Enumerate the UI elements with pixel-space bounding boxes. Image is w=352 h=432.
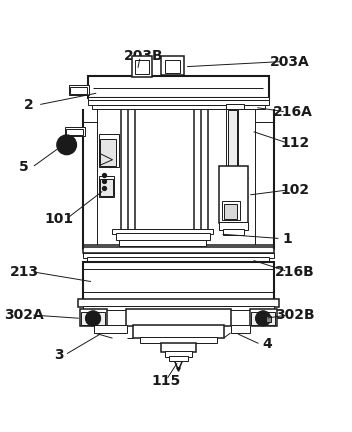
Bar (88, 257, 269, 262)
Bar (223, 229, 244, 235)
Bar (83, 245, 274, 249)
Bar (226, 104, 244, 109)
Bar (81, 312, 105, 325)
Bar (99, 176, 114, 197)
Bar (66, 129, 83, 135)
Bar (219, 222, 248, 230)
Circle shape (61, 139, 72, 150)
Bar (64, 127, 85, 136)
Bar (250, 309, 277, 326)
Text: 216B: 216B (275, 264, 315, 279)
Text: 102: 102 (280, 183, 309, 197)
Text: 4: 4 (262, 337, 272, 352)
Bar (231, 325, 250, 333)
Bar (69, 85, 89, 95)
Bar (80, 309, 107, 326)
Bar (135, 60, 149, 74)
Text: 203A: 203A (270, 54, 309, 69)
Text: 1: 1 (283, 232, 293, 245)
Bar (88, 100, 269, 105)
Bar (78, 299, 279, 307)
Text: 302A: 302A (4, 308, 44, 322)
Bar (83, 306, 274, 311)
Bar (88, 97, 269, 101)
Bar (266, 316, 271, 321)
Bar (251, 312, 275, 325)
Bar (224, 203, 238, 219)
Circle shape (89, 314, 97, 323)
Bar (161, 343, 196, 352)
Bar (100, 178, 113, 196)
Text: 213: 213 (10, 264, 38, 279)
Bar (83, 253, 274, 257)
Bar (228, 111, 237, 166)
Text: 3: 3 (54, 348, 63, 362)
Text: 302B: 302B (275, 308, 315, 322)
Bar (70, 86, 88, 94)
Bar (83, 247, 274, 254)
Circle shape (256, 311, 271, 326)
Bar (222, 201, 239, 220)
Bar (94, 325, 127, 333)
Circle shape (57, 135, 76, 155)
Bar (133, 325, 224, 338)
Bar (126, 309, 231, 326)
Bar (132, 56, 152, 77)
Bar (99, 134, 119, 168)
Text: 203B: 203B (124, 49, 164, 64)
Text: 5: 5 (19, 160, 29, 175)
Bar (83, 262, 274, 300)
Bar (100, 139, 116, 166)
Text: 216A: 216A (273, 105, 313, 119)
Bar (119, 240, 206, 245)
Bar (164, 60, 180, 73)
Bar (116, 233, 210, 240)
Text: 115: 115 (152, 374, 181, 388)
Text: 2: 2 (24, 98, 34, 112)
Circle shape (259, 314, 267, 323)
Bar (161, 56, 184, 76)
Bar (165, 351, 191, 357)
Bar (140, 337, 216, 343)
Text: 112: 112 (280, 136, 309, 150)
Bar (226, 109, 239, 168)
Bar (113, 229, 213, 234)
Bar (169, 356, 188, 361)
Circle shape (86, 311, 101, 326)
Bar (92, 105, 264, 109)
Text: 101: 101 (44, 213, 73, 226)
Bar (88, 76, 269, 98)
Bar (219, 165, 248, 223)
